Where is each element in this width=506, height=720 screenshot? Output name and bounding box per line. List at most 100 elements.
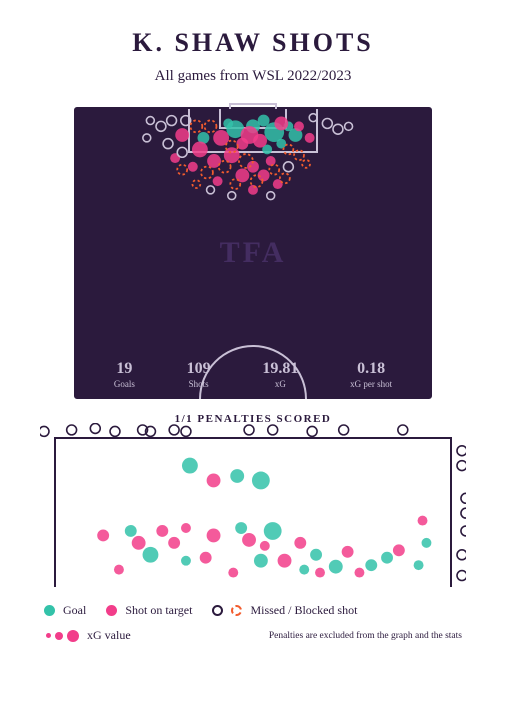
legend-label-goal: Goal bbox=[63, 603, 86, 618]
pitch-panel: TFA 19Goals109Shots19.81xG0.18xG per sho… bbox=[74, 107, 432, 399]
goal-shot-marker bbox=[393, 544, 405, 556]
goal-shot-marker bbox=[125, 525, 137, 537]
chart-title: K. SHAW SHOTS bbox=[132, 28, 374, 58]
goal-shot-marker bbox=[67, 425, 77, 435]
goal-shot-marker bbox=[339, 425, 349, 435]
goal-shot-marker bbox=[310, 549, 322, 561]
shot-marker bbox=[192, 180, 200, 188]
legend-label-target: Shot on target bbox=[125, 603, 192, 618]
stat-item: 19Goals bbox=[114, 360, 135, 389]
goal-shot-marker bbox=[418, 516, 428, 526]
goal-shot-marker bbox=[181, 523, 191, 533]
shot-marker bbox=[146, 117, 154, 125]
legend-swatch-target bbox=[106, 605, 117, 616]
shot-marker bbox=[274, 117, 288, 131]
shot-marker bbox=[305, 133, 315, 143]
goal-shot-marker bbox=[143, 547, 159, 563]
shot-marker bbox=[294, 150, 304, 160]
goal-shot-marker bbox=[97, 529, 109, 541]
legend-swatch-blocked bbox=[231, 605, 242, 616]
legend-swatch-goal bbox=[44, 605, 55, 616]
shot-marker bbox=[177, 147, 187, 157]
shot-marker bbox=[213, 176, 223, 186]
stat-item: 109Shots bbox=[187, 360, 211, 389]
shot-marker bbox=[163, 139, 173, 149]
goal-shot-marker bbox=[457, 461, 466, 471]
goal-shot-marker bbox=[315, 568, 325, 578]
goal-shot-marker bbox=[461, 508, 466, 518]
chart-subtitle: All games from WSL 2022/2023 bbox=[155, 68, 352, 85]
shot-marker bbox=[333, 124, 343, 134]
goal-shot-marker bbox=[260, 541, 270, 551]
shot-marker bbox=[143, 134, 151, 142]
goal-shot-marker bbox=[457, 446, 466, 456]
goal-shot-marker bbox=[132, 536, 146, 550]
shot-marker bbox=[207, 186, 215, 194]
goal-shot-marker bbox=[230, 469, 244, 483]
legend-label-xg: xG value bbox=[87, 628, 131, 643]
goal-shot-marker bbox=[342, 546, 354, 558]
goal-shot-marker bbox=[299, 565, 309, 575]
stat-item: 0.18xG per shot bbox=[350, 360, 392, 389]
goal-shot-marker bbox=[156, 525, 168, 537]
goal-shot-marker bbox=[200, 552, 212, 564]
goal-shot-marker bbox=[254, 554, 268, 568]
goal-shot-marker bbox=[307, 426, 317, 436]
legend-label-miss: Missed / Blocked shot bbox=[250, 603, 357, 618]
shot-marker bbox=[223, 118, 233, 128]
shot-marker bbox=[167, 116, 177, 126]
goal-shot-marker bbox=[228, 568, 238, 578]
shot-marker bbox=[228, 192, 236, 200]
shot-marker bbox=[266, 156, 276, 166]
goal-shot-marker bbox=[278, 554, 292, 568]
goal-shot-marker bbox=[114, 565, 124, 575]
shot-marker bbox=[283, 162, 293, 172]
legend-swatch-miss bbox=[212, 605, 223, 616]
shot-marker bbox=[269, 165, 279, 175]
goal-shot-marker bbox=[457, 550, 466, 560]
shot-marker bbox=[276, 139, 286, 149]
goal-shot-marker bbox=[268, 425, 278, 435]
goal-shot-marker bbox=[40, 426, 49, 436]
shot-marker bbox=[156, 121, 166, 131]
goal-shot-marker bbox=[242, 533, 256, 547]
goal-shot-marker bbox=[422, 538, 432, 548]
goal-shot-marker bbox=[354, 568, 364, 578]
goal-shot-marker bbox=[457, 571, 466, 581]
shot-marker bbox=[205, 120, 217, 132]
goal-shot-marker bbox=[169, 425, 179, 435]
shot-marker bbox=[192, 142, 208, 158]
goal-shot-marker bbox=[381, 552, 393, 564]
stat-value: 0.18 bbox=[357, 360, 385, 378]
legend: Goal Shot on target Missed / Blocked sho… bbox=[44, 603, 462, 653]
goal-shot-marker bbox=[461, 493, 466, 503]
shot-marker bbox=[309, 114, 317, 122]
goal-shot-marker bbox=[182, 458, 198, 474]
shot-marker bbox=[294, 121, 304, 131]
goal-shot-marker bbox=[365, 559, 377, 571]
goal-shot-marker bbox=[168, 537, 180, 549]
stat-item: 19.81xG bbox=[262, 360, 298, 389]
goal-shot-marker bbox=[207, 529, 221, 543]
goal-shot-marker bbox=[329, 560, 343, 574]
goal-shot-marker bbox=[294, 537, 306, 549]
shot-marker bbox=[253, 134, 267, 148]
goal-shot-marker bbox=[461, 526, 466, 536]
goal-shot-marker bbox=[252, 472, 270, 490]
shot-marker bbox=[322, 118, 332, 128]
shot-marker bbox=[175, 128, 189, 142]
shot-marker bbox=[188, 162, 198, 172]
goal-shot-marker bbox=[264, 522, 282, 540]
shot-marker bbox=[345, 122, 353, 130]
goal-shot-marker bbox=[398, 425, 408, 435]
shot-marker bbox=[280, 173, 290, 183]
goal-shot-marker bbox=[244, 425, 254, 435]
stat-value: 19 bbox=[116, 360, 132, 378]
shot-marker bbox=[177, 165, 187, 175]
goal-shot-marker bbox=[181, 556, 191, 566]
shot-marker bbox=[181, 116, 191, 126]
goal-shot-marker bbox=[207, 474, 221, 488]
goal-panel bbox=[54, 437, 452, 587]
legend-xg-dots bbox=[46, 630, 79, 642]
shot-marker bbox=[267, 192, 275, 200]
